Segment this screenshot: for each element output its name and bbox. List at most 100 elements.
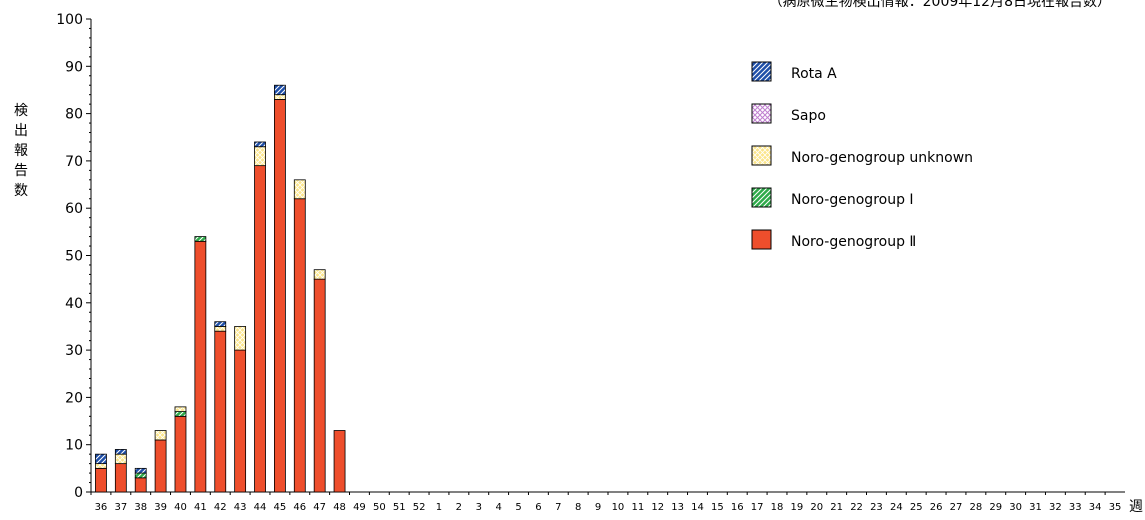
x-tick-label: 2	[456, 502, 462, 513]
y-tick-label: 20	[65, 390, 83, 406]
bar-segment	[114, 453, 127, 465]
x-tick-label: 10	[612, 502, 625, 513]
bar-segment	[95, 463, 107, 469]
x-tick-label: 25	[910, 502, 923, 513]
legend-swatch	[751, 187, 772, 208]
bar-segment	[134, 467, 147, 474]
bar-segment	[274, 94, 286, 100]
bar-segment	[254, 146, 266, 167]
x-tick-label: 7	[555, 502, 561, 513]
x-tick-label: 27	[950, 502, 963, 513]
x-tick-label: 43	[234, 502, 247, 513]
x-tick-label: 16	[731, 502, 744, 513]
x-tick-label: 11	[631, 502, 644, 513]
legend-label: Rota A	[791, 66, 837, 82]
y-tick-label: 40	[65, 296, 83, 312]
x-tick-label: 12	[651, 502, 664, 513]
bar-segment	[214, 330, 227, 493]
bar-segment	[194, 240, 207, 493]
x-tick-label: 38	[134, 502, 147, 513]
x-tick-label: 6	[535, 502, 541, 513]
bar-segment	[174, 411, 187, 417]
x-tick-label: 32	[1049, 502, 1062, 513]
x-tick-label: 21	[830, 502, 843, 513]
bar-segment	[234, 326, 247, 351]
legend-label: Sapo	[791, 108, 826, 124]
x-tick-label: 39	[154, 502, 167, 513]
x-tick-label: 26	[930, 502, 943, 513]
bar-segment	[333, 430, 346, 493]
x-tick-label: 36	[95, 502, 108, 513]
bar-segment	[293, 198, 306, 493]
legend-label: Noro-genogroup Ⅱ	[791, 234, 916, 250]
x-tick-label: 34	[1089, 502, 1102, 513]
x-tick-label: 14	[691, 502, 704, 513]
legend-label: Noro-genogroup Ⅰ	[791, 192, 914, 208]
y-tick-label: 10	[65, 438, 83, 454]
x-tick-label: 18	[771, 502, 784, 513]
x-tick-label: 23	[870, 502, 883, 513]
bar-segment	[254, 141, 266, 148]
x-tick-label: 3	[476, 502, 482, 513]
x-tick-label: 31	[1029, 502, 1042, 513]
bar-segment	[154, 439, 167, 493]
x-tick-label: 19	[791, 502, 804, 513]
x-tick-label: 42	[214, 502, 227, 513]
y-tick-label: 100	[56, 12, 83, 28]
x-tick-label: 30	[1009, 502, 1022, 513]
x-tick-label: 15	[711, 502, 724, 513]
bar-segment	[154, 430, 167, 441]
x-tick-label: 24	[890, 502, 903, 513]
legend: Rota A Sapo Noro-genogroup unknown Noro-gen…	[751, 61, 973, 250]
x-tick-label: 13	[671, 502, 684, 513]
x-tick-label: 17	[751, 502, 764, 513]
y-tick-label: 60	[65, 201, 83, 217]
x-tick-label: 8	[575, 502, 581, 513]
source-note: （病原微生物検出情報：2009年12月8日現在報告数）	[768, 0, 1111, 10]
x-tick-label: 20	[810, 502, 823, 513]
y-tick-label: 50	[65, 249, 83, 265]
bar-segment	[114, 463, 127, 493]
bar-segment	[114, 449, 127, 455]
x-tick-label: 44	[254, 502, 267, 513]
legend-label: Noro-genogroup unknown	[791, 150, 973, 166]
x-tick-label: 5	[515, 502, 521, 513]
bar-segment	[194, 236, 207, 242]
x-tick-label: 52	[413, 502, 426, 513]
bar-segment	[234, 349, 247, 493]
x-tick-label: 29	[989, 502, 1002, 513]
legend-swatch	[751, 103, 772, 124]
x-tick-label: 50	[373, 502, 386, 513]
x-tick-label: 9	[595, 502, 601, 513]
x-tick-label: 22	[850, 502, 863, 513]
x-tick-label: 47	[313, 502, 326, 513]
x-tick-label: 28	[969, 502, 982, 513]
bar-segment	[313, 269, 326, 280]
bar-segment	[174, 415, 187, 493]
legend-swatch	[751, 229, 772, 250]
y-tick-label: 90	[65, 59, 83, 75]
bar-segment	[254, 165, 266, 493]
bar-segment	[174, 406, 187, 412]
bar-segment	[274, 84, 286, 96]
y-tick-label: 80	[65, 107, 83, 123]
x-tick-label: 33	[1069, 502, 1082, 513]
y-tick-label: 0	[74, 485, 83, 501]
bar-segment	[293, 179, 306, 200]
bar-segment	[95, 453, 107, 465]
x-tick-label: 41	[194, 502, 207, 513]
y-tick-label: 30	[65, 343, 83, 359]
bar-segment	[214, 326, 227, 332]
x-tick-label: 48	[333, 502, 346, 513]
legend-swatch	[751, 145, 772, 166]
bar-segment	[313, 278, 326, 493]
x-tick-label: 46	[293, 502, 306, 513]
x-tick-label: 45	[274, 502, 287, 513]
bar-segment	[274, 99, 286, 493]
x-tick-label: 4	[495, 502, 501, 513]
x-tick-label: 35	[1109, 502, 1122, 513]
x-tick-label: 1	[436, 502, 442, 513]
y-tick-label: 70	[65, 154, 83, 170]
